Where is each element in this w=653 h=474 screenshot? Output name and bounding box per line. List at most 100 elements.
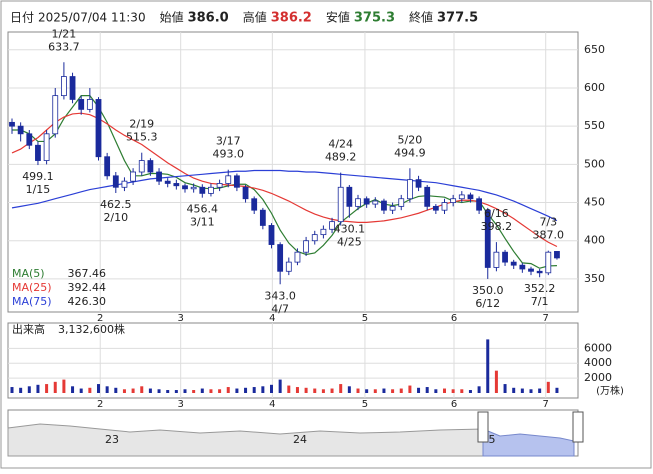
volume-total: 3,132,600株 xyxy=(58,322,125,336)
volume-bar xyxy=(200,388,204,393)
annotation-value: 494.9 xyxy=(394,146,426,159)
candle-body xyxy=(69,76,76,100)
volume-bar xyxy=(555,387,559,393)
candle-body xyxy=(545,251,552,274)
volume-bar xyxy=(261,386,265,393)
header-value: 377.5 xyxy=(437,11,478,26)
candle-body xyxy=(277,244,284,272)
y-tick-label: 2000 xyxy=(584,371,612,384)
x-tick-label: 7 xyxy=(543,313,549,324)
volume-bar xyxy=(295,387,299,393)
candle-body xyxy=(216,183,223,188)
candle-body xyxy=(493,251,500,268)
candle-body xyxy=(225,175,232,184)
candle-body xyxy=(528,268,534,272)
volume-bar xyxy=(183,389,187,393)
volume-bar xyxy=(79,388,83,393)
volume-bar xyxy=(486,339,490,393)
navigator-left-handle[interactable] xyxy=(477,411,489,443)
candle-body xyxy=(285,261,292,272)
annotation-value: 499.1 xyxy=(22,170,54,183)
header-label: 始値 xyxy=(160,10,184,25)
volume-bar xyxy=(399,388,403,393)
volume-bar xyxy=(503,384,507,393)
candle-body xyxy=(9,121,15,127)
annotation-value: 387.0 xyxy=(533,229,565,242)
volume-bar xyxy=(330,388,334,393)
candle-body xyxy=(182,185,188,190)
candle-body xyxy=(320,228,327,236)
x-tick-label: 7 xyxy=(543,399,549,410)
candle-body xyxy=(329,221,335,230)
navigator-right-handle[interactable] xyxy=(572,411,584,443)
volume-bar xyxy=(244,387,248,393)
annotation-value: 462.5 xyxy=(100,198,132,211)
candle-body xyxy=(450,198,457,203)
legend-name: MA(75) xyxy=(12,295,52,308)
y-tick-label: 500 xyxy=(584,157,605,170)
candle-body xyxy=(389,205,396,211)
y-tick-label: 4000 xyxy=(584,356,612,369)
candle-body xyxy=(43,133,50,161)
annotation-value: 398.2 xyxy=(481,220,513,233)
annotation-value: 352.2 xyxy=(524,282,556,295)
x-tick-label: 3 xyxy=(177,313,183,324)
y-tick-label: 6000 xyxy=(584,341,612,354)
annotation-value: 456.4 xyxy=(187,203,219,216)
volume-bar xyxy=(538,388,542,393)
volume-bar xyxy=(105,386,109,393)
volume-bar xyxy=(174,390,178,393)
navigator-selection xyxy=(482,428,575,457)
volume-bar xyxy=(304,387,308,393)
candle-body xyxy=(467,194,474,200)
x-tick-label: 5 xyxy=(362,399,368,410)
annotation-value: 493.0 xyxy=(213,148,245,161)
annotation-value: 343.0 xyxy=(264,289,296,302)
x-tick-label: 4 xyxy=(269,399,275,410)
x-tick-label: 2 xyxy=(97,313,103,324)
candle-body xyxy=(536,270,543,274)
volume-bar xyxy=(62,379,66,393)
volume-bar xyxy=(425,387,429,393)
candle-body xyxy=(35,144,41,161)
candle-body xyxy=(199,186,206,194)
x-tick-label: 2 xyxy=(97,399,103,410)
volume-bar xyxy=(287,385,291,393)
volume-bar xyxy=(218,389,222,393)
volume-panel xyxy=(7,322,579,399)
volume-bar xyxy=(477,386,481,393)
navigator-label: 5 xyxy=(489,433,496,446)
candle-body xyxy=(268,225,275,245)
candle-body xyxy=(259,209,266,226)
candle-body xyxy=(476,198,483,211)
x-tick-label: 6 xyxy=(451,313,457,324)
candle-body xyxy=(208,186,214,194)
volume-bar xyxy=(443,388,446,393)
legend-value: 367.46 xyxy=(68,267,107,280)
annotation-date: 4/25 xyxy=(337,236,362,249)
volume-bar xyxy=(226,387,230,393)
volume-bar xyxy=(278,379,282,393)
candle-body xyxy=(26,133,33,146)
candle-body xyxy=(502,251,508,263)
header-value: 375.3 xyxy=(354,11,395,26)
moving-average-line xyxy=(11,112,558,248)
volume-bar xyxy=(373,389,377,393)
candle-body xyxy=(458,194,465,200)
volume-bar xyxy=(131,388,135,393)
candle-body xyxy=(441,202,448,211)
volume-bar xyxy=(71,386,75,393)
x-tick-label: 3 xyxy=(177,399,183,410)
volume-bar xyxy=(546,381,550,393)
candle-body xyxy=(355,198,361,207)
volume-title: 出来高 xyxy=(12,322,45,336)
volume-bar xyxy=(88,387,92,393)
volume-bar xyxy=(270,384,273,393)
header-label: 安値 xyxy=(326,10,350,25)
legend-value: 426.30 xyxy=(68,295,107,308)
y-tick-label: 400 xyxy=(584,234,605,247)
volume-bar xyxy=(157,389,161,393)
volume-bar xyxy=(494,370,498,393)
annotation-date: 1/21 xyxy=(52,27,77,40)
